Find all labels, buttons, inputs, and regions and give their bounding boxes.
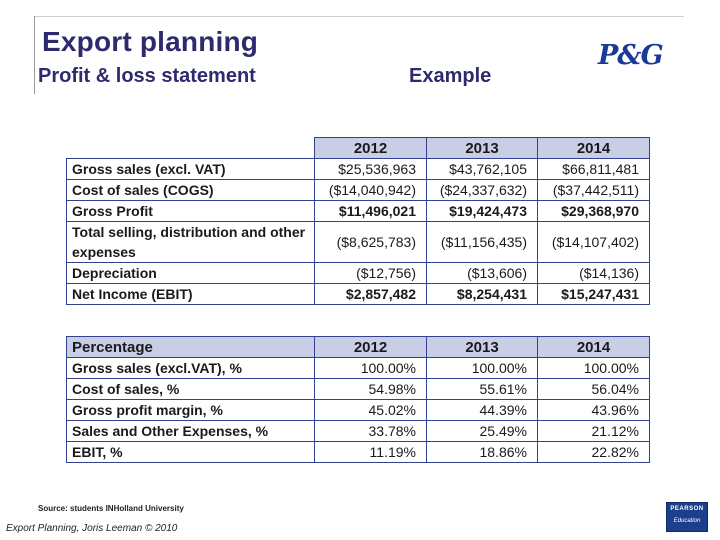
value-cell: 100.00% bbox=[426, 357, 538, 379]
table-row: Net Income (EBIT) $2,857,482 $8,254,431 … bbox=[66, 283, 650, 305]
value-cell: $25,536,963 bbox=[314, 158, 427, 180]
table-header-row: Percentage 2012 2013 2014 bbox=[66, 336, 650, 358]
value-cell: ($14,136) bbox=[537, 262, 650, 284]
pearson-logo: PEARSON Education bbox=[666, 502, 708, 532]
header-cell: 2013 bbox=[426, 336, 538, 358]
value-cell: 55.61% bbox=[426, 378, 538, 400]
value-cell: $11,496,021 bbox=[314, 200, 427, 222]
value-cell: 22.82% bbox=[537, 441, 650, 463]
row-label: Depreciation bbox=[66, 262, 315, 284]
table-row: Gross sales (excl. VAT) $25,536,963 $43,… bbox=[66, 158, 650, 180]
value-cell: 25.49% bbox=[426, 420, 538, 442]
row-label: Net Income (EBIT) bbox=[66, 283, 315, 305]
pg-logo: P&G bbox=[598, 40, 664, 71]
percentage-table: Percentage 2012 2013 2014 Gross sales (e… bbox=[66, 336, 650, 463]
table-row: Cost of sales (COGS) ($14,040,942) ($24,… bbox=[66, 179, 650, 201]
value-cell: 54.98% bbox=[314, 378, 427, 400]
pearson-sub: Education bbox=[673, 518, 701, 524]
slide-subtitle: Profit & loss statement bbox=[38, 65, 256, 87]
value-cell: 21.12% bbox=[537, 420, 650, 442]
row-label: Cost of sales (COGS) bbox=[66, 179, 315, 201]
table-row: Gross profit margin, % 45.02% 44.39% 43.… bbox=[66, 399, 650, 421]
footer-credit: Export Planning, Joris Leeman © 2010 bbox=[6, 523, 178, 534]
pl-statement-table: 2012 2013 2014 Gross sales (excl. VAT) $… bbox=[66, 137, 650, 305]
value-cell: $2,857,482 bbox=[314, 283, 427, 305]
value-cell: ($13,606) bbox=[426, 262, 538, 284]
value-cell: 43.96% bbox=[537, 399, 650, 421]
value-cell: 100.00% bbox=[314, 357, 427, 379]
row-label: Gross Profit bbox=[66, 200, 315, 222]
top-divider bbox=[34, 16, 684, 17]
example-label: Example bbox=[409, 65, 492, 87]
header-cell bbox=[66, 137, 315, 159]
slide-title: Export planning bbox=[42, 26, 259, 57]
value-cell: ($8,625,783) bbox=[314, 221, 427, 263]
table-row: Gross Profit $11,496,021 $19,424,473 $29… bbox=[66, 200, 650, 222]
value-cell: $66,811,481 bbox=[537, 158, 650, 180]
row-label: Cost of sales, % bbox=[66, 378, 315, 400]
value-cell: $8,254,431 bbox=[426, 283, 538, 305]
row-label: Total selling, distribution and other ex… bbox=[66, 221, 315, 263]
value-cell: 56.04% bbox=[537, 378, 650, 400]
table-row: Depreciation ($12,756) ($13,606) ($14,13… bbox=[66, 262, 650, 284]
value-cell: ($14,107,402) bbox=[537, 221, 650, 263]
table-row: Cost of sales, % 54.98% 55.61% 56.04% bbox=[66, 378, 650, 400]
value-cell: 44.39% bbox=[426, 399, 538, 421]
row-label: Gross sales (excl. VAT) bbox=[66, 158, 315, 180]
table-header-row: 2012 2013 2014 bbox=[66, 137, 650, 159]
value-cell: $29,368,970 bbox=[537, 200, 650, 222]
header-cell: 2013 bbox=[426, 137, 538, 159]
row-label: Gross profit margin, % bbox=[66, 399, 315, 421]
value-cell: 33.78% bbox=[314, 420, 427, 442]
value-cell: ($14,040,942) bbox=[314, 179, 427, 201]
pearson-brand: PEARSON bbox=[670, 506, 704, 512]
value-cell: ($11,156,435) bbox=[426, 221, 538, 263]
table-row: Gross sales (excl.VAT), % 100.00% 100.00… bbox=[66, 357, 650, 379]
value-cell: 100.00% bbox=[537, 357, 650, 379]
row-label: Gross sales (excl.VAT), % bbox=[66, 357, 315, 379]
header-cell: 2012 bbox=[314, 137, 427, 159]
row-label: EBIT, % bbox=[66, 441, 315, 463]
value-cell: ($37,442,511) bbox=[537, 179, 650, 201]
source-note: Source: students INHolland University bbox=[38, 504, 184, 513]
table-row: Total selling, distribution and other ex… bbox=[66, 221, 650, 263]
table-row: Sales and Other Expenses, % 33.78% 25.49… bbox=[66, 420, 650, 442]
value-cell: ($24,337,632) bbox=[426, 179, 538, 201]
value-cell: $43,762,105 bbox=[426, 158, 538, 180]
value-cell: $15,247,431 bbox=[537, 283, 650, 305]
value-cell: $19,424,473 bbox=[426, 200, 538, 222]
value-cell: 18.86% bbox=[426, 441, 538, 463]
row-label: Sales and Other Expenses, % bbox=[66, 420, 315, 442]
value-cell: 45.02% bbox=[314, 399, 427, 421]
table-row: EBIT, % 11.19% 18.86% 22.82% bbox=[66, 441, 650, 463]
header-cell: Percentage bbox=[66, 336, 315, 358]
header-cell: 2012 bbox=[314, 336, 427, 358]
header-cell: 2014 bbox=[537, 137, 650, 159]
value-cell: 11.19% bbox=[314, 441, 427, 463]
value-cell: ($12,756) bbox=[314, 262, 427, 284]
title-accent-line bbox=[34, 16, 35, 94]
header-cell: 2014 bbox=[537, 336, 650, 358]
